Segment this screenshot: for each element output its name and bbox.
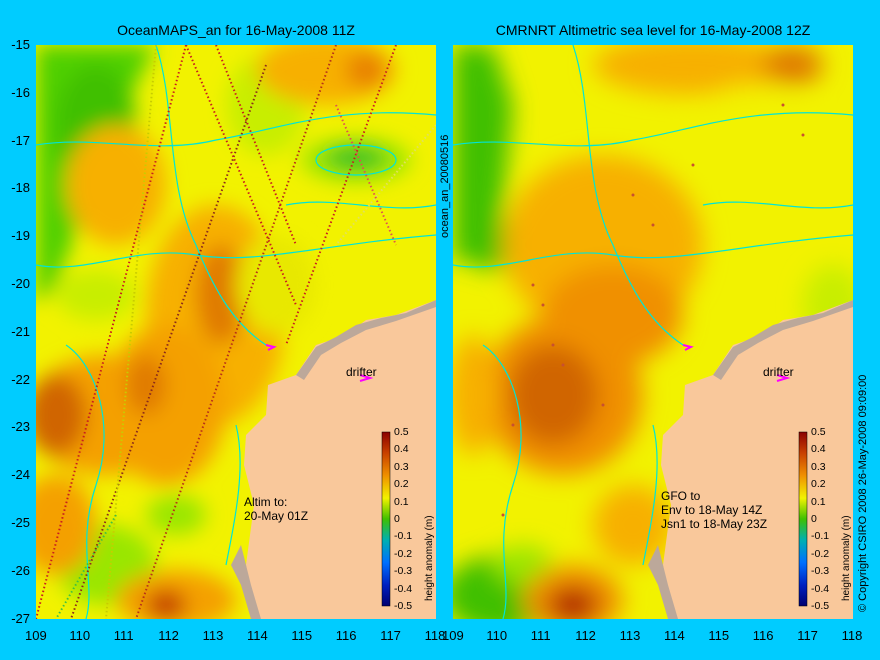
x-tick-label: 118 <box>841 628 863 643</box>
y-tick-label: -21 <box>11 323 30 339</box>
y-tick-label: -27 <box>11 610 30 626</box>
x-tick-label: 115 <box>291 628 313 643</box>
altim-note: Altim to: 20-May 01Z <box>244 495 308 523</box>
y-tick-label: -25 <box>11 515 30 530</box>
x-tick-label: 110 <box>69 628 91 643</box>
y-tick-label: -19 <box>11 228 30 244</box>
y-tick-label: -15 <box>11 37 30 52</box>
colorbar-tick-label: 0 <box>394 513 400 525</box>
right-colorbar <box>798 431 808 607</box>
left-drifter-label: drifter <box>346 365 377 379</box>
colorbar-tick-label: -0.4 <box>394 582 413 595</box>
left-drifter-icon <box>265 344 374 382</box>
colorbar-tick-label: 0.4 <box>811 443 826 456</box>
colorbar-tick-label: -0.3 <box>811 565 830 578</box>
colorbar-tick-label: 0.4 <box>394 443 409 456</box>
x-tick-label: 115 <box>708 628 730 643</box>
colorbar-tick-label: 0.1 <box>394 495 409 508</box>
y-tick-label: -26 <box>11 562 30 578</box>
x-tick-label: 111 <box>530 628 551 643</box>
colorbar-tick-label: 0.3 <box>811 460 826 473</box>
x-tick-label: 109 <box>25 628 47 643</box>
colorbar-tick-label: 0.2 <box>811 478 826 491</box>
x-tick-label: 113 <box>202 628 224 643</box>
colorbar-tick-label: 0.3 <box>394 460 409 473</box>
colorbar-tick-label: 0.1 <box>811 495 826 508</box>
left-colorbar-label: height anomaly (m) <box>424 515 435 601</box>
x-tick-label: 117 <box>797 628 818 643</box>
right-side-copyright: © Copyright CSIRO 2008 26-May-2008 09:09… <box>857 374 869 612</box>
y-tick-label: -24 <box>11 467 30 483</box>
colorbar-tick-label: 0 <box>811 513 817 525</box>
x-tick-label: 114 <box>247 628 268 643</box>
right-map-svg <box>453 45 853 619</box>
colorbar-tick-label: -0.4 <box>811 582 830 595</box>
colorbar-tick-label: -0.1 <box>811 530 830 543</box>
y-tick-label: -16 <box>11 84 30 100</box>
left-map-title: OceanMAPS_an for 16-May-2008 11Z <box>117 22 355 38</box>
gfo-note-line-1: GFO to <box>661 489 701 503</box>
right-drifter-icon <box>682 344 791 382</box>
colorbar-tick-label: -0.5 <box>394 600 413 612</box>
x-tick-label: 118 <box>424 628 446 643</box>
gfo-note-line-2: Env to 18-May 14Z <box>661 503 763 517</box>
y-tick-label: -22 <box>11 371 30 387</box>
right-drifter-label: drifter <box>763 365 794 379</box>
right-colorbar-label: height anomaly (m) <box>841 515 852 601</box>
y-tick-label: -20 <box>11 276 30 291</box>
colorbar-tick-label: -0.5 <box>811 600 830 612</box>
left-map-panel: drifter Altim to: 20-May 01Z 0.5 0.4 0.3 0.… <box>36 45 436 619</box>
x-tick-label: 109 <box>442 628 464 643</box>
x-tick-label: 117 <box>380 628 401 643</box>
x-tick-label: 116 <box>752 628 774 643</box>
x-tick-label: 112 <box>158 628 179 643</box>
x-tick-label: 111 <box>113 628 134 643</box>
left-map-svg <box>36 45 436 619</box>
x-tick-label: 116 <box>335 628 357 643</box>
altim-note-line-1: Altim to: <box>244 495 288 509</box>
gfo-note-line-3: Jsn1 to 18-May 23Z <box>661 517 768 531</box>
x-tick-label: 110 <box>486 628 508 643</box>
gfo-note: GFO to Env to 18-May 14Z Jsn1 to 18-May … <box>661 489 767 531</box>
altim-note-line-2: 20-May 01Z <box>244 509 309 523</box>
right-map-title: CMRNRT Altimetric sea level for 16-May-2… <box>495 22 811 38</box>
x-tick-label: 112 <box>575 628 596 643</box>
x-tick-label: 114 <box>664 628 685 643</box>
center-side-label: ocean_an_20080516 <box>439 134 451 238</box>
right-map-panel: drifter GFO to Env to 18-May 14Z Jsn1 to… <box>453 45 853 619</box>
colorbar-tick-label: -0.2 <box>811 547 830 560</box>
colorbar-tick-label: -0.3 <box>394 565 413 578</box>
y-tick-label: -18 <box>11 180 30 196</box>
colorbar-tick-label: 0.2 <box>394 478 409 491</box>
y-tick-label: -23 <box>11 419 30 435</box>
x-tick-label: 113 <box>619 628 641 643</box>
left-colorbar <box>381 431 391 607</box>
colorbar-tick-label: 0.5 <box>811 426 826 438</box>
colorbar-tick-label: 0.5 <box>394 426 409 438</box>
colorbar-tick-label: -0.2 <box>394 547 413 560</box>
y-tick-label: -17 <box>11 132 30 148</box>
colorbar-tick-label: -0.1 <box>394 530 413 543</box>
